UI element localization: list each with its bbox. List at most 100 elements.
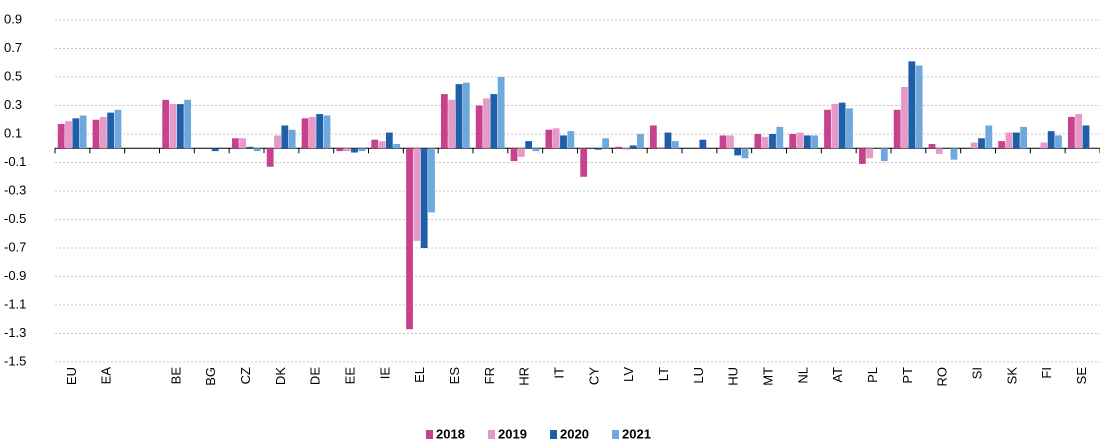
bar bbox=[761, 136, 769, 149]
bar bbox=[1047, 131, 1055, 149]
bar bbox=[72, 118, 80, 149]
bar bbox=[560, 135, 567, 149]
bar bbox=[385, 132, 393, 149]
bar bbox=[734, 148, 742, 156]
bar bbox=[162, 99, 170, 149]
x-tick-label: DE bbox=[308, 367, 323, 385]
x-tick-label: SK bbox=[1004, 367, 1019, 385]
x-tick-label: CY bbox=[586, 367, 601, 385]
bar bbox=[448, 99, 456, 149]
x-tick-label: NL bbox=[795, 367, 810, 384]
x-tick-label: IE bbox=[377, 367, 392, 380]
x-tick-label: LV bbox=[621, 367, 636, 382]
y-tick-label: -1.3 bbox=[4, 325, 26, 340]
bar bbox=[79, 115, 87, 149]
legend: 2018 2019 2020 2021 bbox=[426, 426, 651, 441]
legend-swatch bbox=[488, 430, 495, 439]
legend-swatch bbox=[612, 430, 619, 439]
x-tick-label: AT bbox=[830, 367, 845, 383]
bar bbox=[336, 148, 344, 152]
bar bbox=[1020, 126, 1028, 149]
bar bbox=[741, 148, 749, 159]
bar bbox=[580, 148, 588, 177]
x-tick-label: DK bbox=[273, 367, 288, 385]
y-tick-label: 0.3 bbox=[4, 97, 22, 112]
x-tick-label: ES bbox=[447, 367, 462, 385]
bar bbox=[915, 65, 923, 149]
bar bbox=[602, 138, 610, 149]
bar bbox=[65, 121, 72, 149]
bar bbox=[475, 105, 483, 149]
bar bbox=[1012, 132, 1020, 149]
bar bbox=[928, 143, 936, 149]
bar bbox=[846, 108, 853, 149]
bar bbox=[935, 148, 943, 154]
bar bbox=[483, 98, 490, 149]
bar bbox=[671, 141, 679, 149]
bar bbox=[831, 104, 839, 149]
bar bbox=[1067, 116, 1075, 149]
x-tick-label: FR bbox=[482, 367, 497, 384]
grid: 0.9 0.7 0.5 0.3 0.1 -0.1 -0.3 -0.5 -0.7 -0.9 -1.1 -… bbox=[4, 11, 1100, 368]
legend-label: 2019 bbox=[498, 426, 527, 441]
bars bbox=[57, 61, 1090, 330]
x-tick-label: SE bbox=[1074, 367, 1089, 385]
x-tick-label: HU bbox=[726, 367, 741, 386]
bar bbox=[358, 148, 366, 152]
bar bbox=[455, 84, 463, 149]
legend-label: 2021 bbox=[622, 426, 651, 441]
y-tick-label: 0.7 bbox=[4, 40, 22, 55]
bar bbox=[594, 148, 602, 150]
legend-label: 2018 bbox=[436, 426, 465, 441]
bar bbox=[323, 115, 331, 149]
bar bbox=[1082, 125, 1090, 149]
bar bbox=[92, 119, 100, 149]
bar bbox=[510, 148, 518, 162]
x-tick-label: MT bbox=[761, 367, 776, 386]
bar bbox=[301, 118, 309, 149]
bar bbox=[726, 135, 734, 149]
bar bbox=[838, 102, 846, 149]
bar bbox=[532, 148, 540, 152]
bar bbox=[308, 116, 316, 149]
bar bbox=[440, 94, 448, 149]
bar bbox=[796, 132, 804, 149]
bar bbox=[1005, 132, 1013, 149]
bar bbox=[978, 138, 985, 149]
bar bbox=[901, 86, 908, 149]
bar bbox=[490, 94, 498, 149]
bar bbox=[789, 134, 797, 149]
bar bbox=[281, 125, 289, 149]
bar bbox=[803, 135, 811, 149]
bar bbox=[637, 134, 644, 149]
bar bbox=[1040, 142, 1048, 149]
x-tick-label: LT bbox=[656, 367, 671, 381]
legend-swatch bbox=[550, 430, 557, 439]
bar bbox=[497, 77, 505, 149]
x-tick-label: BE bbox=[168, 367, 183, 385]
bar bbox=[950, 148, 958, 160]
x-tick-label: SI bbox=[970, 367, 985, 379]
bar bbox=[998, 141, 1006, 149]
bar bbox=[406, 148, 413, 330]
x-tick-label: RO bbox=[935, 367, 950, 387]
bar bbox=[699, 139, 707, 149]
x-tick-label: FI bbox=[1039, 367, 1054, 379]
bar bbox=[184, 99, 192, 149]
x-tick-label: EL bbox=[412, 367, 427, 383]
legend-label: 2020 bbox=[560, 426, 589, 441]
bar bbox=[378, 141, 386, 149]
y-tick-label: -0.7 bbox=[4, 239, 26, 254]
legend-swatch bbox=[426, 430, 433, 439]
bar bbox=[629, 145, 637, 149]
x-tick-label: LU bbox=[691, 367, 706, 384]
bar bbox=[343, 148, 351, 152]
bar bbox=[1075, 114, 1083, 149]
bar bbox=[114, 109, 122, 149]
x-tick-label: CZ bbox=[238, 367, 253, 384]
bar bbox=[622, 148, 630, 150]
bar bbox=[824, 109, 831, 149]
bar bbox=[866, 148, 874, 159]
bar bbox=[525, 141, 533, 149]
